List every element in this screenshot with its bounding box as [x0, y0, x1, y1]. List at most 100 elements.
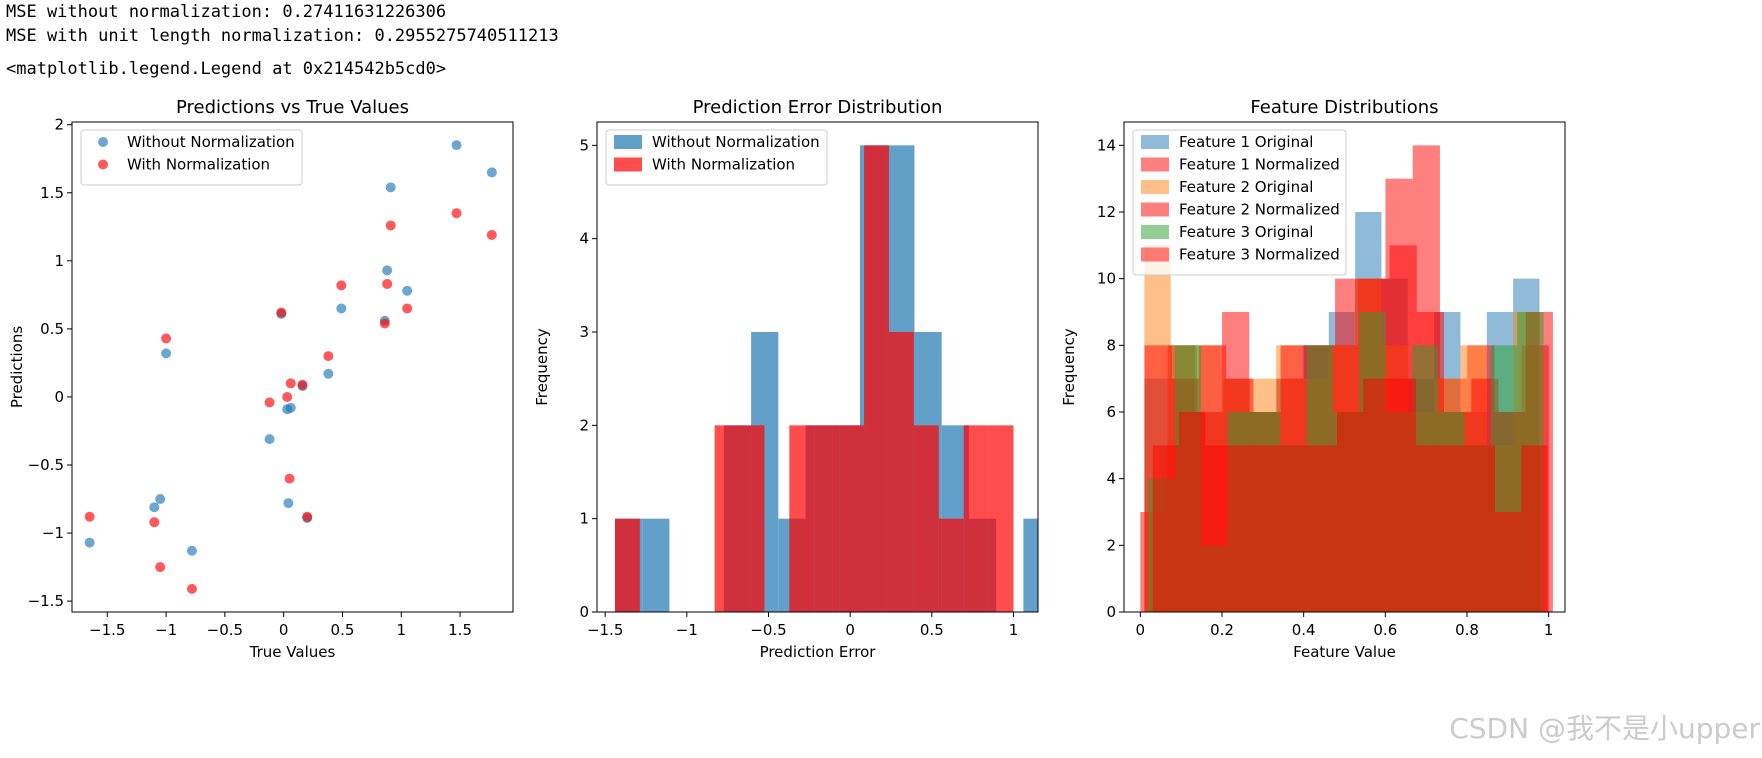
- data-point: [379, 318, 390, 329]
- legend-label: Without Normalization: [127, 133, 295, 151]
- legend-box: [1132, 129, 1347, 276]
- data-point: [486, 167, 497, 178]
- legend-swatch: [614, 135, 642, 149]
- legend-swatch: [614, 157, 642, 172]
- x-axis-label: Prediction Error: [760, 643, 877, 661]
- legend-swatch: [1141, 225, 1169, 239]
- legend-swatch: [1141, 157, 1169, 172]
- legend-box: [80, 129, 303, 186]
- y-tick-label: 0: [579, 603, 589, 621]
- histogram-bar: [913, 425, 939, 612]
- mse-with-output: MSE with unit length normalization: 0.29…: [6, 26, 559, 46]
- data-point: [155, 494, 166, 505]
- data-point: [282, 391, 293, 402]
- data-point: [402, 303, 413, 314]
- y-tick-label: 0: [54, 388, 64, 406]
- axes-frame: [1123, 121, 1566, 613]
- y-tick-label: −1: [42, 524, 64, 542]
- histogram-bar: [963, 425, 989, 612]
- data-point: [323, 351, 334, 362]
- histogram-bar: [1178, 412, 1206, 612]
- x-tick-label: −0.5: [207, 621, 243, 639]
- histogram-bar: [789, 425, 815, 612]
- histogram-bar: [988, 425, 1014, 612]
- legend-label: Feature 1 Original: [1179, 133, 1313, 151]
- x-tick-label: 1: [1009, 621, 1019, 639]
- legend-label: With Normalization: [127, 156, 270, 174]
- histogram-bar: [1363, 378, 1390, 612]
- y-tick-label: 3: [579, 323, 589, 341]
- data-point: [264, 434, 275, 445]
- histogram-bar: [1415, 445, 1443, 612]
- x-tick-label: −1.5: [587, 621, 623, 639]
- data-point: [402, 285, 413, 296]
- y-tick-label: 14: [1097, 136, 1116, 154]
- data-point: [149, 502, 160, 513]
- x-tick-label: 0.5: [331, 621, 355, 639]
- y-tick-label: −0.5: [28, 456, 64, 474]
- x-axis-label: Feature Value: [1293, 643, 1396, 661]
- data-point: [276, 307, 287, 318]
- y-tick-label: 5: [579, 136, 589, 154]
- histogram-bar: [1521, 445, 1548, 612]
- data-point: [264, 397, 275, 408]
- legend-marker: [98, 159, 108, 170]
- histogram-bar: [1494, 512, 1522, 612]
- legend-box: [605, 129, 828, 186]
- scatter-plot: −1.5 −1 −0.5 0 0.5 1 1.5 −1.5 −1 −0.5 0 0.5 1 1.5 2 Pre…: [8, 97, 514, 661]
- y-axis-label: Frequency: [1060, 328, 1078, 406]
- x-tick-label: 0.2: [1210, 621, 1234, 639]
- y-tick-label: −1.5: [28, 592, 64, 610]
- x-tick-label: 1: [1544, 621, 1554, 639]
- legend: Without Normalization With Normalization: [80, 129, 303, 186]
- histogram-bar: [1023, 518, 1038, 612]
- legend-label: Feature 3 Normalized: [1179, 246, 1340, 264]
- y-tick-label: 2: [1106, 536, 1116, 554]
- data-point: [161, 333, 172, 344]
- legend-swatch: [1141, 135, 1169, 149]
- axes-frame: [596, 121, 1039, 613]
- data-point: [84, 537, 95, 548]
- y-tick-label: 10: [1097, 270, 1116, 288]
- mse-without-output: MSE without normalization: 0.27411631226…: [6, 2, 447, 22]
- histogram-bar: [1442, 445, 1469, 612]
- x-tick-label: 0.4: [1292, 621, 1316, 639]
- y-tick-label: 12: [1097, 203, 1116, 221]
- y-tick-label: 4: [579, 230, 589, 248]
- data-point: [186, 545, 197, 556]
- data-point: [302, 511, 313, 522]
- legend-repr-output: <matplotlib.legend.Legend at 0x214542b5c…: [6, 59, 447, 79]
- data-point: [486, 229, 497, 240]
- y-tick-label: 0: [1106, 603, 1116, 621]
- x-tick-label: −1.5: [89, 621, 125, 639]
- data-point: [451, 140, 462, 151]
- legend: Feature 1 Original Feature 1 Normalized Fe…: [1132, 129, 1347, 276]
- x-tick-label: −0.5: [750, 621, 786, 639]
- y-tick-label: 1: [579, 510, 589, 528]
- histogram-bar: [864, 145, 889, 612]
- legend-label: Feature 2 Normalized: [1179, 201, 1340, 219]
- x-tick-label: 0: [279, 621, 289, 639]
- legend-label: Without Normalization: [652, 133, 820, 151]
- histogram-bar: [1389, 378, 1416, 612]
- x-tick-label: 0.6: [1373, 621, 1397, 639]
- chart-title: Prediction Error Distribution: [693, 97, 943, 118]
- plot-area: [1140, 145, 1553, 612]
- legend-label: Feature 1 Normalized: [1179, 156, 1340, 174]
- histogram-bar: [1051, 519, 1078, 612]
- y-tick-label: 8: [1106, 336, 1116, 354]
- legend: Without Normalization With Normalization: [605, 129, 828, 186]
- data-point: [155, 562, 166, 573]
- y-tick-label: 1.5: [40, 184, 64, 202]
- data-point: [323, 368, 334, 379]
- x-tick-label: 1.5: [448, 621, 472, 639]
- histogram-bar: [1284, 445, 1311, 612]
- y-tick-label: 1: [54, 252, 64, 270]
- watermark: CSDN @我不是小upper: [1449, 712, 1760, 745]
- legend-marker: [98, 137, 108, 147]
- histogram-bar: [1152, 445, 1179, 612]
- error-histogram: −1.5 −1 −0.5 0 0.5 1 0 1 2 3 4 5 Prediction Error Di…: [533, 97, 1078, 661]
- histogram-bar: [614, 518, 640, 612]
- legend-swatch: [1141, 247, 1169, 262]
